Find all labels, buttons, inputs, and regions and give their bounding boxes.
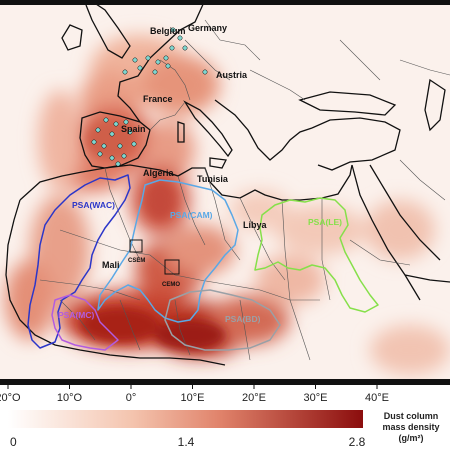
psa-mc-outline [51,294,119,351]
site-dot [121,153,127,159]
site-dot [109,131,115,137]
site-label-csem: CSEM [128,258,145,264]
site-dot [155,59,161,65]
csem-site-marker [129,239,143,253]
psa-cam-outline [97,179,239,323]
colorbar-title-line2: mass density [382,422,439,432]
site-dot [131,141,137,147]
colorbar-tick-min: 0 [10,435,17,449]
longitude-tick-label: 20°O [0,392,21,404]
site-dot [117,143,123,149]
psa-bd-outline [164,289,281,351]
site-dot [123,119,129,125]
longitude-tick-label: 10°O [57,392,83,404]
site-dot [109,155,115,161]
site-label-cemo: CEMO [162,282,180,288]
site-dot [91,139,97,145]
colorbar-tick-mid: 1.4 [178,435,195,449]
country-label-spain: Spain [121,124,146,134]
country-label-germany: Germany [188,23,227,33]
psa-label-wac: PSA(WAC) [72,200,115,210]
site-dot [170,27,176,33]
longitude-tick-label: 0° [126,392,137,404]
site-dots [91,27,208,167]
psa-label-bd: PSA(BD) [225,314,261,324]
site-dot [202,69,208,75]
colorbar-title-line1: Dust column [384,411,439,421]
site-dot [182,45,188,51]
site-dot [177,35,183,41]
longitude-tick-label: 20°E [242,392,266,404]
country-label-libya: Libya [243,220,268,230]
site-dot [132,57,138,63]
longitude-tick-label: 10°E [181,392,205,404]
colorbar [8,410,363,428]
cemo-site-marker [164,259,180,275]
site-dot [127,129,133,135]
colorbar-unit: (g/m²) [399,433,424,443]
psa-wac-outline [27,174,131,349]
psa-label-le: PSA(LE) [308,217,342,227]
country-label-mali: Mali [102,260,120,270]
longitude-tick-label: 40°E [365,392,389,404]
site-dot [95,127,101,133]
site-dot [97,151,103,157]
country-label-austria: Austria [216,70,248,80]
longitude-axis: 20°O 10°O 0° 10°E 20°E 30°E 40°E [0,379,389,404]
country-label-tunisia: Tunisia [197,174,229,184]
country-label-belgium: Belgium [150,26,186,36]
site-dot [113,121,119,127]
country-label-algeria: Algeria [143,168,175,178]
site-dot [145,55,151,61]
source-areas [27,174,379,351]
site-dot [115,161,121,167]
site-dot [101,143,107,149]
psa-label-mc: PSA(MC) [58,310,95,320]
psa-label-cam: PSA(CAM) [170,210,213,220]
site-dot [137,65,143,71]
site-dot [165,63,171,69]
site-dot [152,69,158,75]
colorbar-tick-max: 2.8 [349,435,366,449]
map-frame [0,0,450,385]
country-label-france: France [143,94,173,104]
longitude-tick-label: 30°E [304,392,328,404]
site-dot [122,69,128,75]
dust-density-field [5,35,450,375]
site-dot [103,117,109,123]
site-dot [169,45,175,51]
psa-le-outline [254,197,379,313]
site-dot [163,55,169,61]
